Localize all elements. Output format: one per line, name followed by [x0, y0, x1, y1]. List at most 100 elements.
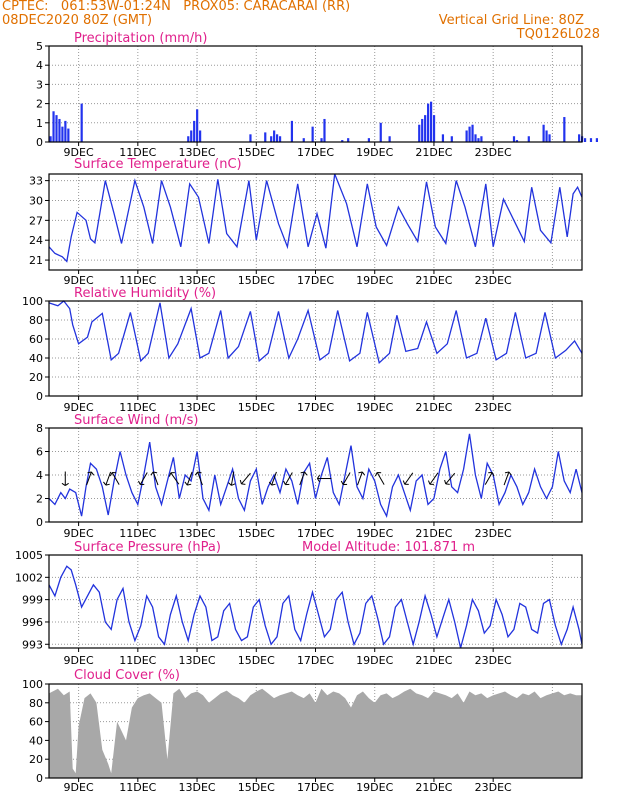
x-tick-label: 19DEC — [356, 781, 393, 794]
precip-bar — [527, 136, 530, 142]
precip-bar — [270, 136, 273, 142]
precip-bar — [480, 136, 483, 142]
y-tick-label: 1002 — [15, 571, 43, 584]
panel-1: 21 24 27 30 33 9DEC 11DEC 13DEC 15DEC 17DEC 19DEC 2… — [29, 157, 583, 287]
wind-arrow-shaft — [105, 471, 112, 486]
wind-arrow-shaft — [86, 471, 92, 486]
x-tick-label: 11DEC — [119, 527, 156, 540]
wind-arrow-head — [90, 471, 95, 476]
panel-title: Precipitation (mm/h) — [74, 31, 207, 46]
precip-bar — [468, 126, 471, 142]
x-tick-label: 23DEC — [475, 146, 512, 159]
precip-bar — [67, 128, 70, 142]
y-tick-label: 3 — [36, 78, 43, 91]
wind-arrow — [340, 472, 351, 486]
wind-arrow-head — [109, 472, 113, 477]
x-tick-label: 11DEC — [119, 274, 156, 287]
precip-bar — [64, 120, 67, 142]
wind-arrow-head — [103, 481, 107, 486]
y-tick-label: 1005 — [15, 549, 43, 562]
series-line — [48, 565, 583, 649]
x-tick-label: 13DEC — [179, 401, 216, 414]
wind-arrow-shaft — [111, 472, 120, 485]
wind-arrow-head — [358, 471, 363, 474]
precip-bar — [441, 134, 445, 142]
y-tick-label: 80 — [29, 697, 43, 710]
precip-bar — [323, 118, 326, 142]
x-tick-label: 17DEC — [297, 781, 334, 794]
y-tick-label: 1 — [36, 117, 43, 130]
x-tick-label: 19DEC — [356, 274, 393, 287]
precip-bar — [190, 130, 193, 142]
x-tick-label: 17DEC — [297, 274, 334, 287]
y-tick-label: 80 — [29, 314, 43, 327]
precip-bar — [273, 130, 276, 142]
wind-arrow-shaft — [284, 472, 293, 485]
y-tick-label: 4 — [36, 469, 43, 482]
x-tick-label: 13DEC — [179, 274, 216, 287]
x-tick-label: 9DEC — [64, 527, 94, 540]
wind-arrow-head — [340, 480, 344, 485]
y-tick-label: 40 — [29, 734, 43, 747]
wind-arrow — [86, 471, 95, 486]
precip-bar — [429, 101, 433, 142]
wind-arrow-head — [138, 480, 141, 485]
wind-arrow — [299, 471, 308, 486]
x-tick-label: 15DEC — [238, 146, 275, 159]
x-tick-label: 13DEC — [179, 654, 216, 667]
precip-bar — [302, 138, 305, 142]
x-tick-label: 11DEC — [119, 401, 156, 414]
wind-arrow-shaft — [484, 472, 493, 485]
y-tick-label: 33 — [29, 175, 43, 188]
x-tick-label: 15DEC — [238, 781, 275, 794]
x-tick-label: 21DEC — [415, 401, 452, 414]
wind-arrow-head — [61, 482, 66, 486]
wind-arrow-shaft — [404, 472, 414, 485]
x-tick-label: 15DEC — [238, 527, 275, 540]
wind-arrow-head — [283, 480, 286, 485]
x-tick-label: 17DEC — [297, 654, 334, 667]
x-tick-label: 23DEC — [475, 527, 512, 540]
x-tick-label: 19DEC — [356, 146, 393, 159]
x-tick-label: 21DEC — [415, 527, 452, 540]
wind-arrow-head — [187, 483, 192, 486]
wind-arrow-head — [444, 479, 447, 485]
y-tick-label: 20 — [29, 371, 43, 384]
precip-bar — [595, 138, 599, 142]
cloud-cover-area — [49, 688, 582, 778]
x-tick-label: 11DEC — [119, 781, 156, 794]
header-station: CPTEC: 061:53W-01:24N PROX05: CARACARAI … — [2, 0, 351, 14]
y-tick-label: 996 — [22, 616, 43, 629]
wind-arrow-shaft — [197, 471, 203, 486]
x-tick-label: 17DEC — [297, 527, 334, 540]
precip-bar — [388, 136, 391, 142]
x-tick-label: 15DEC — [238, 274, 275, 287]
wind-arrow — [103, 471, 112, 486]
x-tick-label: 13DEC — [179, 781, 216, 794]
series-line — [48, 300, 583, 365]
wind-arrow-head — [87, 471, 92, 474]
wind-arrow — [184, 471, 193, 486]
x-tick-label: 9DEC — [64, 274, 94, 287]
x-tick-label: 15DEC — [238, 654, 275, 667]
wind-arrow-head — [427, 480, 431, 485]
y-tick-label: 2 — [36, 98, 43, 111]
precip-bar — [432, 115, 436, 142]
precip-bar — [418, 124, 421, 142]
wind-arrow-head — [228, 482, 232, 486]
grid — [49, 174, 582, 270]
series-line — [48, 173, 583, 263]
precip-bar — [278, 136, 282, 142]
panel-title: Surface Wind (m/s) — [74, 413, 198, 428]
precip-bar — [379, 122, 382, 142]
precip-bar — [474, 134, 477, 142]
precip-bar — [542, 124, 545, 142]
y-tick-label: 20 — [29, 753, 43, 766]
y-tick-label: 0 — [36, 136, 43, 149]
y-tick-label: 0 — [36, 772, 43, 785]
precip-bar — [545, 130, 548, 142]
y-tick-label: 60 — [29, 716, 43, 729]
precip-bar — [515, 140, 519, 142]
wind-arrow — [168, 472, 180, 485]
wind-arrow — [138, 472, 148, 486]
